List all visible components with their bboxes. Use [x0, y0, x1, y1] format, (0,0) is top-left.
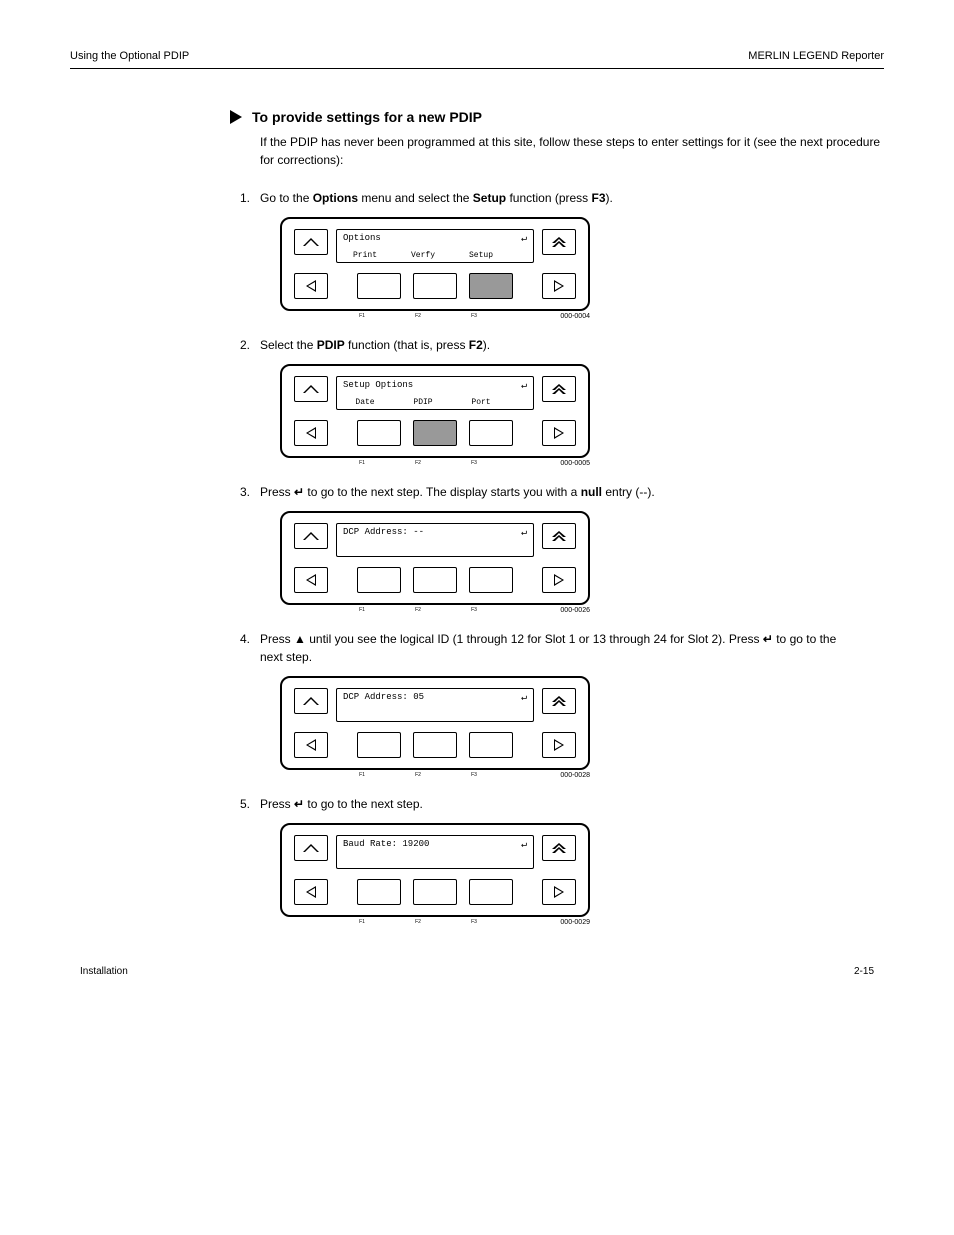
left-button[interactable] — [294, 567, 328, 593]
header-left: Using the Optional PDIP — [70, 50, 189, 62]
page-header: Using the Optional PDIP MERLIN LEGEND Re… — [70, 50, 884, 62]
up-button[interactable] — [294, 376, 328, 402]
figure-caption: 000-0005 — [560, 460, 590, 467]
figure-caption: 000-0026 — [560, 607, 590, 614]
step: 2.Select the PDIP function (that is, pre… — [240, 336, 884, 467]
step: 5.Press ↵ to go to the next step. Baud Ra… — [240, 795, 884, 926]
step-number: 3. — [240, 483, 260, 501]
page-up-button[interactable] — [542, 835, 576, 861]
left-button[interactable] — [294, 273, 328, 299]
lcd-display: DCP Address: --↵ — [336, 523, 534, 557]
control-panel: Options↵PrintVerfySetup — [280, 217, 590, 311]
step-body: Press ▲ until you see the logical ID (1 … — [260, 630, 884, 666]
right-button[interactable] — [542, 273, 576, 299]
soft-key-f1[interactable] — [357, 732, 401, 758]
soft-key-f1[interactable] — [357, 567, 401, 593]
figure-caption: 000-0029 — [560, 919, 590, 926]
header-rule — [70, 68, 884, 69]
right-button[interactable] — [542, 732, 576, 758]
lcd-display: Options↵PrintVerfySetup — [336, 229, 534, 263]
control-panel: DCP Address: --↵ — [280, 511, 590, 605]
page-footer: Installation 2-15 — [70, 966, 884, 977]
footer-left: Installation — [80, 966, 128, 977]
soft-key-f3[interactable] — [469, 567, 513, 593]
control-panel: DCP Address: 05↵ — [280, 676, 590, 770]
footer-right: 2-15 — [854, 966, 874, 977]
page-up-button[interactable] — [542, 229, 576, 255]
right-button[interactable] — [542, 567, 576, 593]
soft-key-f1[interactable] — [357, 273, 401, 299]
step: 3.Press ↵ to go to the next step. The di… — [240, 483, 884, 614]
soft-key-f2[interactable] — [413, 420, 457, 446]
section-intro: If the PDIP has never been programmed at… — [260, 133, 884, 169]
page-up-button[interactable] — [542, 376, 576, 402]
section-title: To provide settings for a new PDIP — [252, 109, 482, 125]
left-button[interactable] — [294, 420, 328, 446]
lcd-display: DCP Address: 05↵ — [336, 688, 534, 722]
soft-key-f3[interactable] — [469, 273, 513, 299]
play-icon — [230, 110, 242, 124]
soft-key-f3[interactable] — [469, 732, 513, 758]
up-button[interactable] — [294, 523, 328, 549]
right-button[interactable] — [542, 879, 576, 905]
figure-caption: 000-0004 — [560, 313, 590, 320]
header-right: MERLIN LEGEND Reporter — [748, 50, 884, 62]
soft-key-f3[interactable] — [469, 879, 513, 905]
step-body: Select the PDIP function (that is, press… — [260, 336, 884, 354]
step-body: Press ↵ to go to the next step. — [260, 795, 884, 813]
lcd-display: Setup Options↵DatePDIPPort — [336, 376, 534, 410]
step-number: 5. — [240, 795, 260, 813]
step-number: 1. — [240, 189, 260, 207]
soft-key-f2[interactable] — [413, 732, 457, 758]
control-panel: Setup Options↵DatePDIPPort — [280, 364, 590, 458]
control-panel: Baud Rate: 19200↵ — [280, 823, 590, 917]
step-number: 4. — [240, 630, 260, 666]
step: 4.Press ▲ until you see the logical ID (… — [240, 630, 884, 779]
up-button[interactable] — [294, 229, 328, 255]
figure-caption: 000-0028 — [560, 772, 590, 779]
step-number: 2. — [240, 336, 260, 354]
page-up-button[interactable] — [542, 523, 576, 549]
soft-key-f1[interactable] — [357, 420, 401, 446]
step-body: Press ↵ to go to the next step. The disp… — [260, 483, 884, 501]
soft-key-f3[interactable] — [469, 420, 513, 446]
steps-list: 1.Go to the Options menu and select the … — [240, 189, 884, 926]
step: 1.Go to the Options menu and select the … — [240, 189, 884, 320]
page-up-button[interactable] — [542, 688, 576, 714]
soft-key-f2[interactable] — [413, 567, 457, 593]
step-body: Go to the Options menu and select the Se… — [260, 189, 884, 207]
soft-key-f2[interactable] — [413, 273, 457, 299]
soft-key-f1[interactable] — [357, 879, 401, 905]
right-button[interactable] — [542, 420, 576, 446]
up-button[interactable] — [294, 835, 328, 861]
lcd-display: Baud Rate: 19200↵ — [336, 835, 534, 869]
left-button[interactable] — [294, 879, 328, 905]
soft-key-f2[interactable] — [413, 879, 457, 905]
section-heading: To provide settings for a new PDIP — [230, 109, 884, 125]
page: Using the Optional PDIP MERLIN LEGEND Re… — [0, 0, 954, 1027]
up-button[interactable] — [294, 688, 328, 714]
left-button[interactable] — [294, 732, 328, 758]
